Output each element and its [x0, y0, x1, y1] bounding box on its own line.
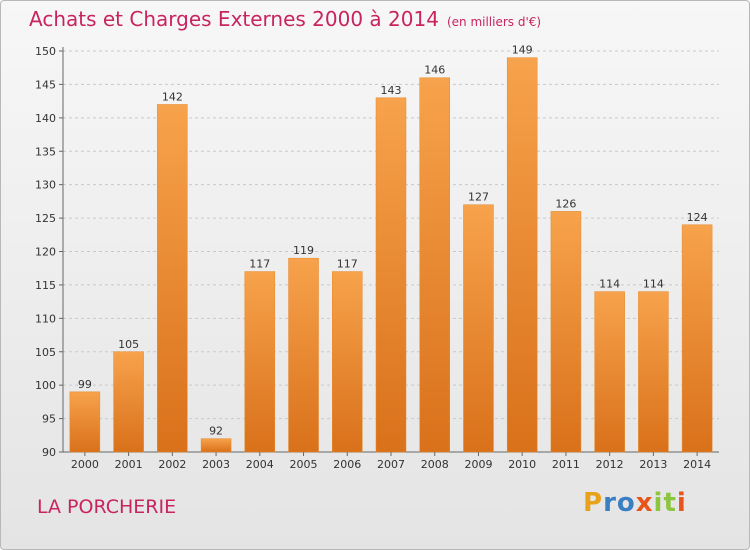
labels: 99 2000 105 2001 142 2002 92 2003 117 2004 119 2005…: [71, 44, 711, 471]
bar-value-label: 126: [555, 197, 576, 210]
x-tick-label: 2013: [639, 458, 667, 471]
y-tick-label: 140: [35, 112, 56, 125]
bar: [506, 57, 538, 453]
bar: [419, 77, 450, 453]
x-tick-label: 2010: [508, 458, 536, 471]
x-tick-label: 2005: [290, 458, 318, 471]
x-tick-label: 2007: [377, 458, 405, 471]
bar: [288, 257, 319, 453]
bar-value-label: 124: [687, 211, 708, 224]
logo-letter: r: [603, 488, 617, 518]
logo-letter: t: [663, 488, 677, 518]
bar: [594, 291, 625, 453]
x-tick-label: 2011: [552, 458, 580, 471]
y-tick-label: 135: [35, 145, 56, 158]
logo-letter: i: [676, 488, 687, 518]
y-tick-label: 90: [42, 446, 56, 459]
bar: [638, 291, 669, 453]
bar-value-label: 114: [643, 278, 664, 291]
x-tick-label: 2012: [596, 458, 624, 471]
y-tick-label: 95: [42, 413, 56, 426]
bar-value-label: 146: [424, 64, 445, 77]
logo-letter: P: [583, 488, 604, 518]
bar: [69, 391, 101, 453]
bar: [681, 224, 713, 453]
bar-value-label: 142: [162, 90, 183, 103]
x-tick-label: 2003: [202, 458, 230, 471]
bar: [550, 211, 582, 453]
y-tick-label: 110: [35, 312, 56, 325]
x-tick-label: 2004: [246, 458, 274, 471]
bar-value-label: 127: [468, 191, 489, 204]
bar: [157, 104, 188, 453]
bar-value-label: 117: [337, 258, 358, 271]
bar: [463, 204, 494, 453]
bar-value-label: 105: [118, 338, 139, 351]
bar: [375, 97, 407, 453]
y-tick-label: 125: [35, 212, 56, 225]
y-tick-label: 105: [35, 346, 56, 359]
bar: [244, 271, 276, 453]
x-tick-label: 2006: [333, 458, 361, 471]
place-name: LA PORCHERIE: [37, 496, 177, 518]
x-tick-label: 2009: [464, 458, 492, 471]
chart-title: Achats et Charges Externes 2000 à 2014 (e…: [29, 7, 541, 31]
y-tick-label: 100: [35, 379, 56, 392]
bar-value-label: 119: [293, 244, 314, 257]
x-tick-label: 2002: [158, 458, 186, 471]
bar: [332, 271, 363, 453]
x-tick-label: 2014: [683, 458, 711, 471]
logo-letter: x: [635, 488, 654, 518]
bar-value-label: 92: [209, 425, 223, 438]
logo-letter: o: [616, 488, 636, 518]
bar-value-label: 149: [512, 44, 533, 57]
chart-title-text: Achats et Charges Externes 2000 à 2014: [29, 7, 439, 31]
proxiti-logo: Proxiti: [583, 488, 687, 518]
y-tick-label: 145: [35, 78, 56, 91]
y-tick-label: 120: [35, 246, 56, 259]
bar: [113, 351, 144, 453]
bar-value-label: 114: [599, 278, 620, 291]
x-tick-label: 2001: [115, 458, 143, 471]
x-tick-label: 2000: [71, 458, 99, 471]
bars: [69, 57, 713, 453]
bar: [200, 438, 232, 453]
bar-value-label: 99: [78, 378, 92, 391]
bar-value-label: 143: [381, 84, 402, 97]
logo-letter: i: [653, 488, 664, 518]
y-tick-label: 115: [35, 279, 56, 292]
y-tick-label: 150: [35, 45, 56, 58]
x-tick-label: 2008: [421, 458, 449, 471]
chart-subtitle: (en milliers d'€): [446, 15, 542, 29]
y-tick-label: 130: [35, 179, 56, 192]
bar-value-label: 117: [249, 258, 270, 271]
